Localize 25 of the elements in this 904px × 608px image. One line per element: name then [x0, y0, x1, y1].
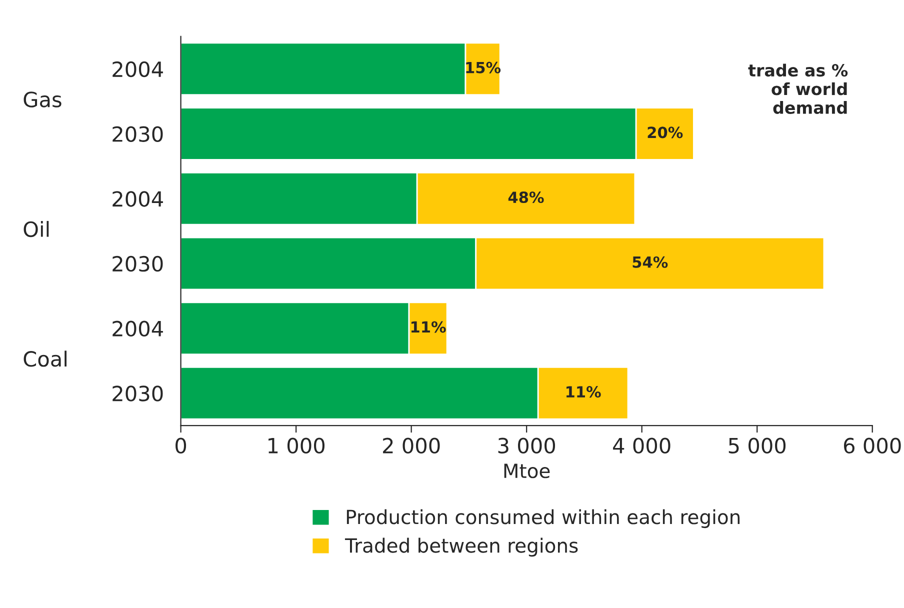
x-tick-label: 5 000 — [728, 438, 786, 454]
text: Gas — [24, 92, 62, 108]
annotation: 20% — [648, 126, 683, 138]
y-tick-label: 2004 — [112, 191, 163, 207]
x-tick-label: 1 000 — [268, 438, 324, 454]
annotation: trade as % of world demand — [748, 64, 848, 114]
y-tick-label: 2004 — [112, 61, 163, 78]
x-tick-label: 0 — [176, 438, 186, 454]
x-tick-label: 4 000 — [613, 438, 670, 454]
x-tick-label: 2 000 — [383, 438, 440, 454]
x-tick-label: 6 000 — [844, 438, 901, 454]
annotation: 11% — [411, 321, 446, 333]
y-tick-label: 2030 — [112, 256, 163, 272]
text: Coal — [24, 350, 66, 367]
y-tick-label: 2004 — [112, 320, 163, 337]
text: Oil — [24, 220, 49, 238]
x-tick-label: 3 000 — [498, 438, 556, 454]
x-axis-title: Mtoe — [504, 464, 550, 478]
legend-label: Production consumed within each region — [346, 509, 740, 528]
annotation: 11% — [566, 386, 601, 398]
annotation: 54% — [632, 256, 668, 268]
annotation: 48% — [508, 191, 544, 204]
legend-label: Traded between regions — [344, 538, 578, 557]
y-tick-label: 2030 — [112, 126, 163, 142]
y-tick-label: 2030 — [112, 386, 163, 402]
